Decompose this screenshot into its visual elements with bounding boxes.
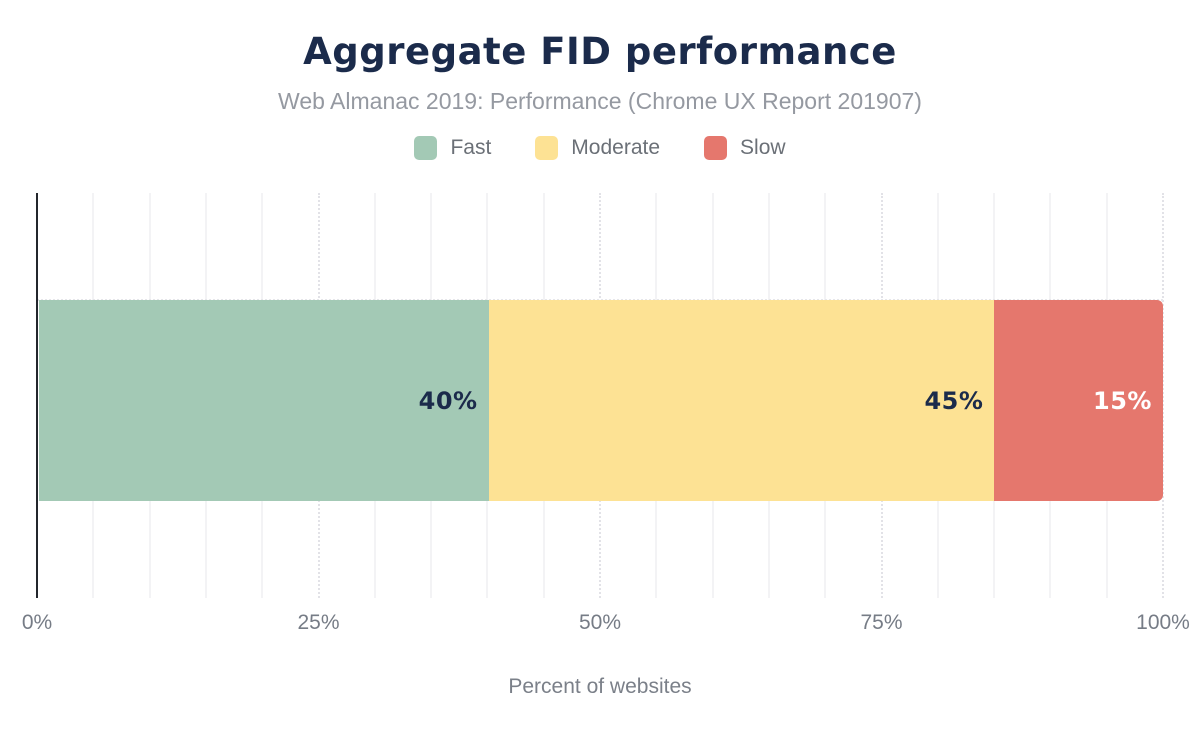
x-tick-label-50: 50% <box>578 611 622 634</box>
x-tick-label-100: 100% <box>1136 611 1190 634</box>
bar-segment-moderate: 45% <box>488 300 995 501</box>
x-tick-label-0: 0% <box>21 611 53 634</box>
bar-value-label-moderate: 45% <box>924 386 984 415</box>
bar-segment-fast: 40% <box>39 300 489 501</box>
legend-label: Fast <box>450 135 492 159</box>
bar-segment-slow: 15% <box>994 300 1163 501</box>
plot-area: 40% 45% 15% 0% 25% 50% 75% 100% <box>22 193 1190 634</box>
chart-subtitle: Web Almanac 2019: Performance (Chrome UX… <box>278 87 922 114</box>
gridline-major-100 <box>1162 193 1164 598</box>
legend: Fast Moderate Slow <box>0 135 1200 160</box>
y-axis-line <box>36 193 38 598</box>
legend-swatch-slow <box>704 135 728 160</box>
x-tick-label-75: 75% <box>860 611 903 634</box>
x-axis-label: Percent of websites <box>508 675 692 698</box>
bar-value-label-slow: 15% <box>1093 386 1152 415</box>
legend-swatch-moderate <box>535 135 559 160</box>
chart-title: Aggregate FID performance <box>303 30 897 73</box>
legend-item-slow[interactable]: Slow <box>704 135 786 160</box>
bar-value-label-fast: 40% <box>418 386 478 415</box>
legend-swatch-fast <box>414 135 438 160</box>
legend-label: Moderate <box>571 135 661 159</box>
legend-item-fast[interactable]: Fast <box>414 135 492 160</box>
legend-item-moderate[interactable]: Moderate <box>535 135 661 160</box>
x-tick-label-25: 25% <box>297 611 340 634</box>
x-axis-ticks: 0% 25% 50% 75% 100% <box>22 598 1190 638</box>
legend-label: Slow <box>740 135 786 159</box>
stacked-bar: 40% 45% 15% <box>39 300 1163 501</box>
